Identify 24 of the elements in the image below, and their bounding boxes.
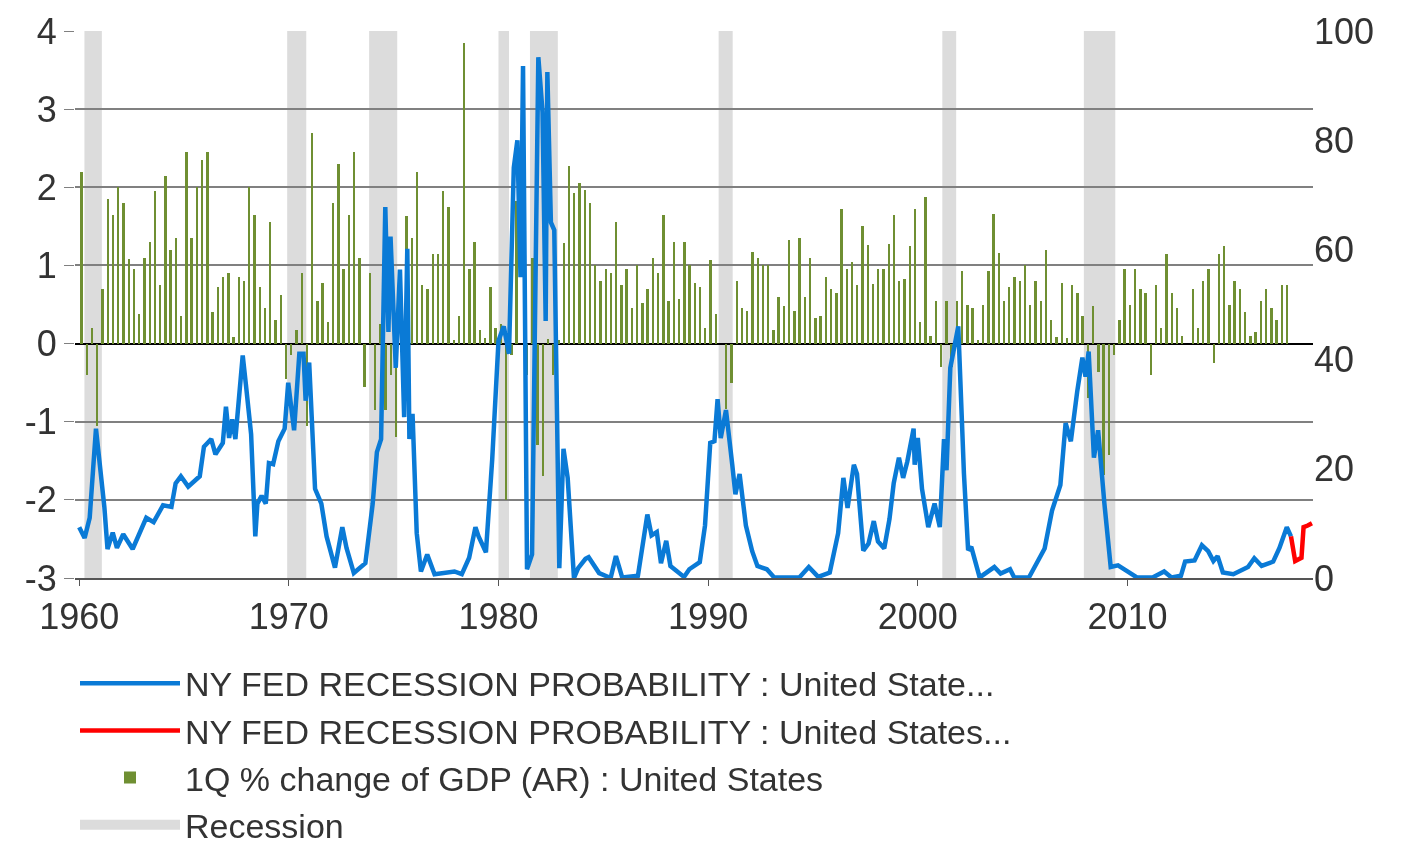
x-tick-label: 1970 <box>248 596 329 638</box>
x-tick-label: 2010 <box>1087 596 1168 638</box>
y-tick-label: -2 <box>24 479 57 521</box>
x-tick-label: 1960 <box>39 596 120 638</box>
y2-tick-label: 80 <box>1314 120 1355 161</box>
y2-tick-label: 60 <box>1314 229 1355 271</box>
legend-label: 1Q % change of GDP (AR) : United States <box>185 759 824 798</box>
x-tick-label: 2000 <box>877 596 958 638</box>
y-tick-label: 3 <box>36 88 57 130</box>
x-tick-label: 1990 <box>668 596 749 638</box>
y-tick-label: -3 <box>24 557 57 599</box>
y2-tick-label: 100 <box>1314 10 1375 52</box>
legend-label: NY FED RECESSION PROBABILITY : United States... <box>185 712 1012 751</box>
legend-label: Recession <box>185 807 344 846</box>
y-tick-label: 1 <box>36 245 57 287</box>
y-tick-label: 2 <box>36 166 57 208</box>
legend-label: NY FED RECESSION PROBABILITY : United State... <box>185 665 995 704</box>
y2-tick-label: 0 <box>1314 557 1335 599</box>
y-tick-label: 0 <box>36 323 57 365</box>
x-tick-label: 1980 <box>458 596 539 638</box>
y-tick-label: 4 <box>36 10 57 52</box>
y-tick-label: -1 <box>24 401 57 443</box>
y2-tick-label: 40 <box>1314 338 1355 380</box>
y2-tick-label: 20 <box>1314 448 1355 490</box>
